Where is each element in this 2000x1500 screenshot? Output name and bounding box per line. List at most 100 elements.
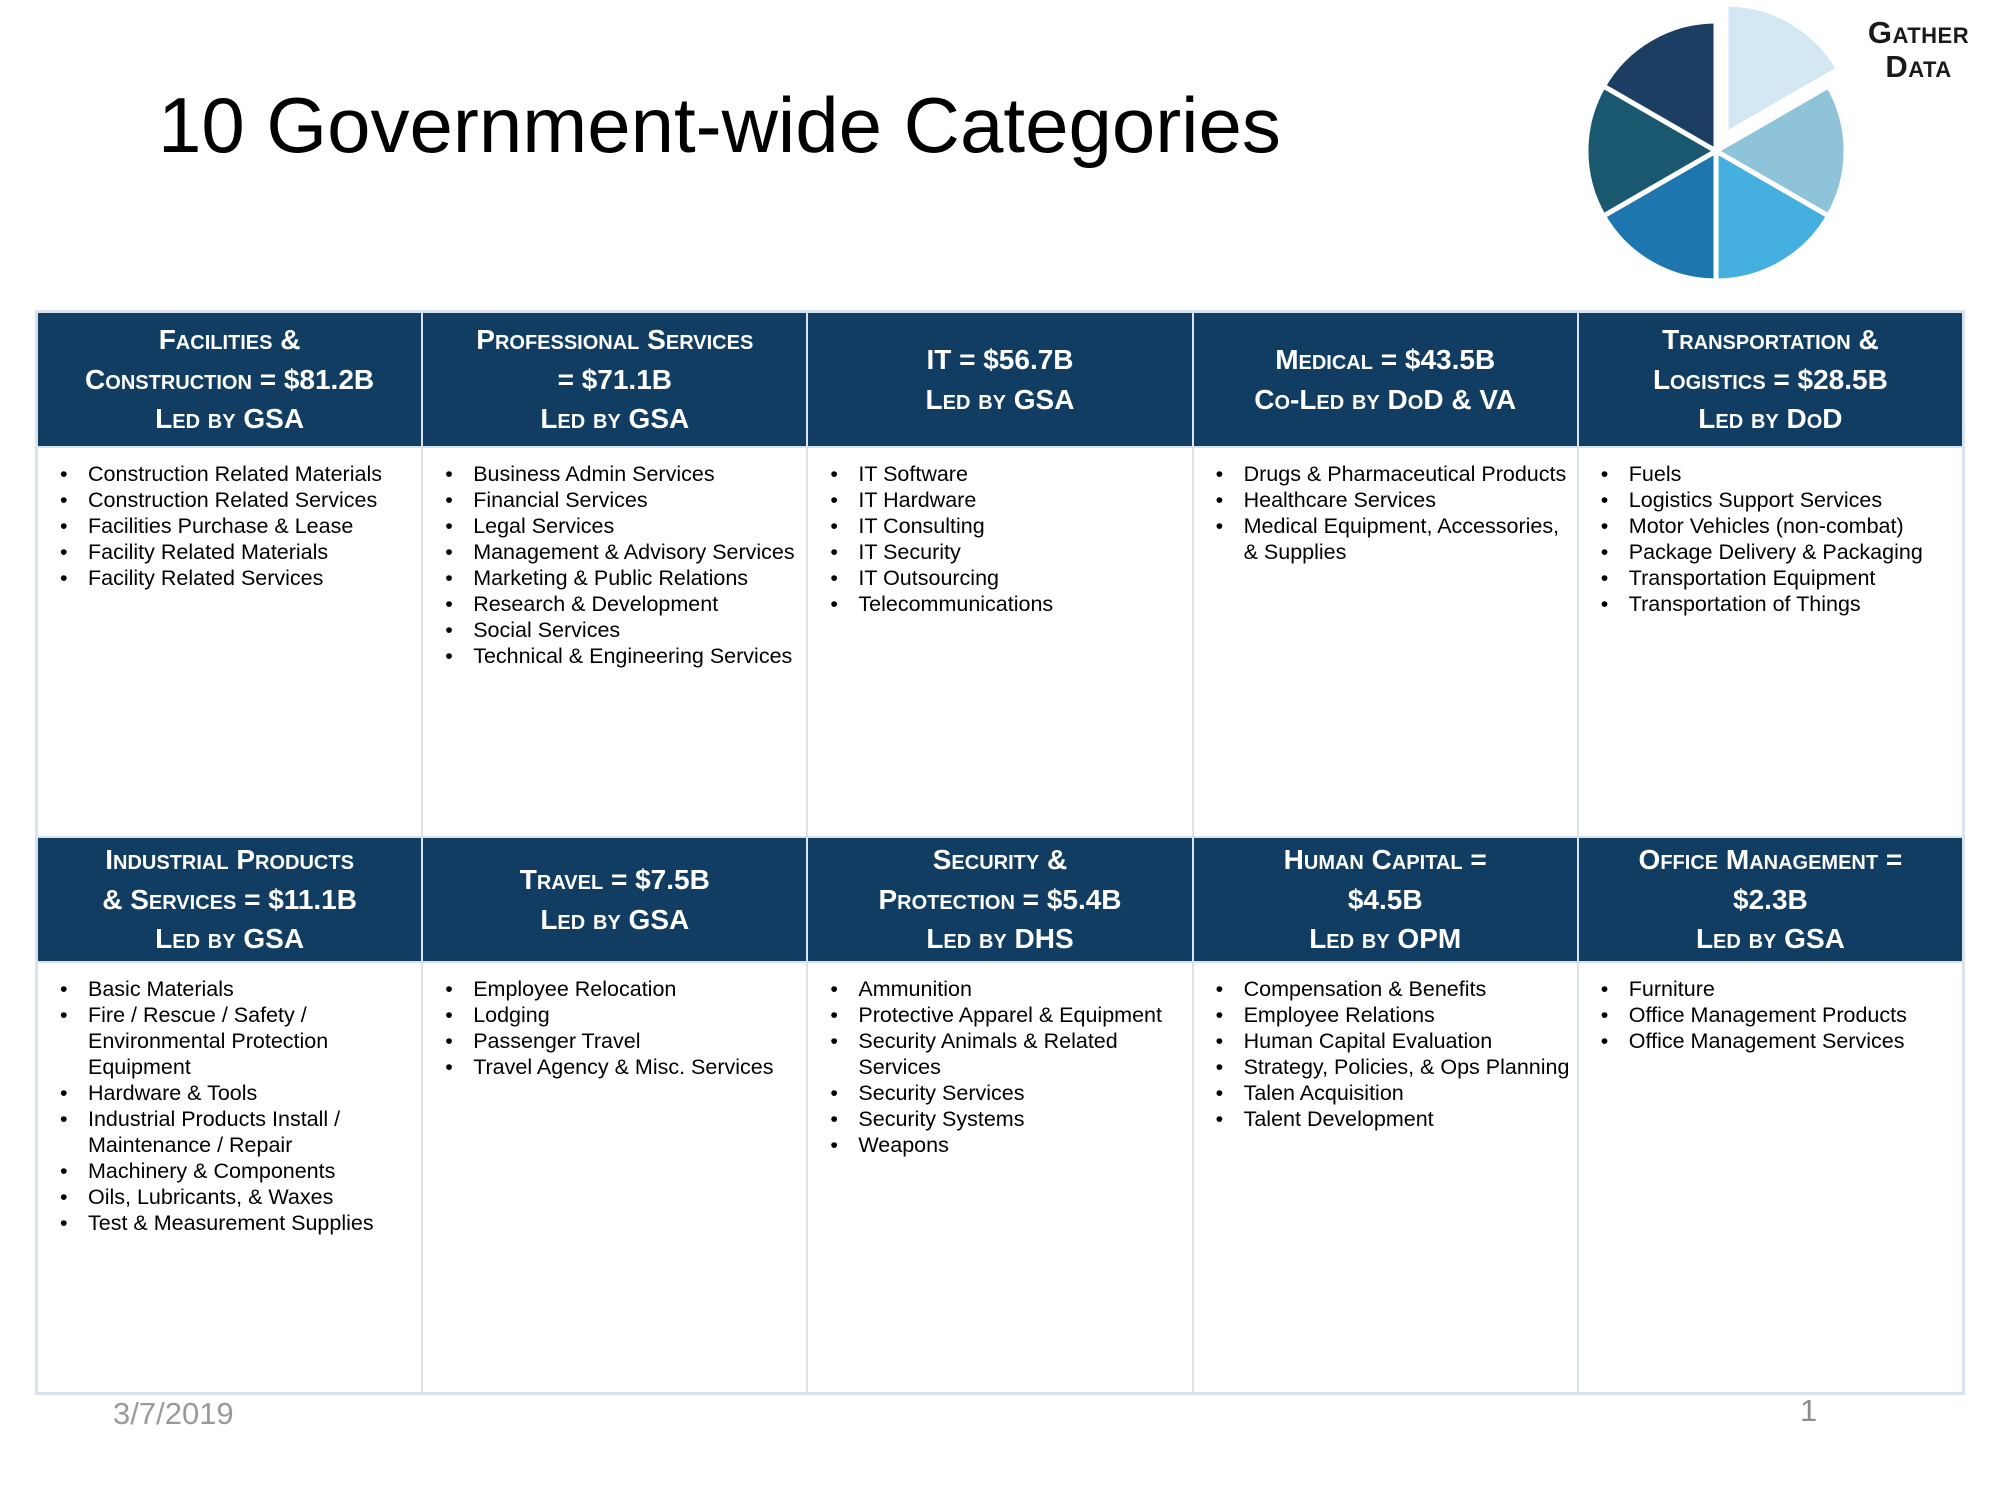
category-header-professional-services: Professional Services = $71.1B Led by GS… [423, 313, 807, 446]
list-item: Security Services [816, 1080, 1185, 1106]
category-lead-agency: Led by OPM [1309, 923, 1462, 955]
pie-slice-right [1710, 82, 1849, 220]
category-item-list: AmmunitionProtective Apparel & Equipment… [816, 976, 1185, 1158]
list-item: Drugs & Pharmaceutical Products [1202, 461, 1571, 487]
category-lead-agency: Led by GSA [155, 923, 305, 955]
list-item: Medical Equipment, Accessories, & Suppli… [1202, 513, 1571, 565]
list-item: Compensation & Benefits [1202, 976, 1571, 1002]
category-item-list: Business Admin ServicesFinancial Service… [431, 461, 800, 669]
category-body-it: IT SoftwareIT HardwareIT ConsultingIT Se… [808, 448, 1192, 836]
list-item: Facility Related Materials [46, 539, 415, 565]
pie-slice-exploded [1723, 3, 1843, 139]
pie-chart-graphic [1583, 3, 1849, 284]
list-item: Fuels [1587, 461, 1956, 487]
category-lead-agency: Led by DoD [1698, 403, 1843, 435]
category-lead-agency: Led by GSA [540, 403, 690, 435]
list-item: Ammunition [816, 976, 1185, 1002]
category-body-transportation-logistics: FuelsLogistics Support ServicesMotor Veh… [1578, 448, 1962, 836]
list-item: Transportation Equipment [1587, 565, 1956, 591]
category-body-security-protection: AmmunitionProtective Apparel & Equipment… [808, 963, 1192, 1392]
list-item: Motor Vehicles (non-combat) [1587, 513, 1956, 539]
list-item: Passenger Travel [431, 1028, 800, 1054]
list-item: IT Software [816, 461, 1185, 487]
list-item: Technical & Engineering Services [431, 643, 800, 669]
list-item: Strategy, Policies, & Ops Planning [1202, 1054, 1571, 1080]
category-header-travel: Travel = $7.5B Led by GSA [423, 838, 807, 961]
category-header-human-capital: Human Capital = $4.5B Led by OPM [1193, 838, 1577, 961]
pie-slice-bottom-left [1599, 146, 1719, 284]
category-item-list: Drugs & Pharmaceutical ProductsHealthcar… [1202, 461, 1571, 565]
category-item-list: Construction Related MaterialsConstructi… [46, 461, 415, 591]
category-title: Industrial Products & Services = $11.1B [102, 843, 357, 915]
list-item: Lodging [431, 1002, 800, 1028]
page-title: 10 Government-wide Categories [158, 81, 1281, 169]
list-item: IT Consulting [816, 513, 1185, 539]
pie-slices [1583, 3, 1849, 284]
category-title: Facilities & Construction = $81.2B [85, 323, 375, 395]
category-title: Transportation & Logistics = $28.5B [1652, 323, 1888, 395]
categories-table: Facilities & Construction = $81.2B Led b… [35, 310, 1965, 1395]
category-lead-agency: Led by GSA [155, 403, 305, 435]
list-item: Test & Measurement Supplies [46, 1210, 415, 1236]
list-item: Package Delivery & Packaging [1587, 539, 1956, 565]
list-item: Human Capital Evaluation [1202, 1028, 1571, 1054]
list-item: Protective Apparel & Equipment [816, 1002, 1185, 1028]
list-item: Travel Agency & Misc. Services [431, 1054, 800, 1080]
category-body-industrial-products-services: Basic MaterialsFire / Rescue / Safety / … [38, 963, 422, 1392]
list-item: IT Outsourcing [816, 565, 1185, 591]
footer-date: 3/7/2019 [113, 1396, 234, 1431]
gather-data-line2: Data [1885, 49, 1952, 84]
list-item: Social Services [431, 617, 800, 643]
category-header-security-protection: Security & Protection = $5.4B Led by DHS [808, 838, 1192, 961]
category-body-facilities-construction: Construction Related MaterialsConstructi… [38, 448, 422, 836]
list-item: Weapons [816, 1132, 1185, 1158]
category-header-it: IT = $56.7B Led by GSA [808, 313, 1192, 446]
category-item-list: Employee RelocationLodgingPassenger Trav… [431, 976, 800, 1080]
gather-data-line1: Gather [1867, 15, 1970, 50]
category-item-list: Basic MaterialsFire / Rescue / Safety / … [46, 976, 415, 1236]
list-item: Fire / Rescue / Safety / Environmental P… [46, 1002, 415, 1080]
category-lead-agency: Led by GSA [925, 383, 1075, 415]
list-item: Facilities Purchase & Lease [46, 513, 415, 539]
pie-slice-left [1583, 82, 1722, 220]
category-item-list: IT SoftwareIT HardwareIT ConsultingIT Se… [816, 461, 1185, 617]
category-lead-agency: Led by GSA [1695, 923, 1845, 955]
list-item: Research & Development [431, 591, 800, 617]
category-title: IT = $56.7B [926, 343, 1074, 375]
list-item: Industrial Products Install / Maintenanc… [46, 1106, 415, 1158]
list-item: Office Management Services [1587, 1028, 1956, 1054]
list-item: Employee Relations [1202, 1002, 1571, 1028]
list-item: Marketing & Public Relations [431, 565, 800, 591]
category-title: Office Management = $2.3B [1638, 843, 1903, 915]
category-item-list: FurnitureOffice Management ProductsOffic… [1587, 976, 1956, 1054]
category-body-professional-services: Business Admin ServicesFinancial Service… [423, 448, 807, 836]
list-item: Construction Related Materials [46, 461, 415, 487]
category-header-facilities-construction: Facilities & Construction = $81.2B Led b… [38, 313, 422, 446]
list-item: Financial Services [431, 487, 800, 513]
list-item: IT Security [816, 539, 1185, 565]
list-item: Office Management Products [1587, 1002, 1956, 1028]
list-item: Machinery & Components [46, 1158, 415, 1184]
list-item: Security Systems [816, 1106, 1185, 1132]
list-item: Construction Related Services [46, 487, 415, 513]
list-item: Telecommunications [816, 591, 1185, 617]
list-item: Oils, Lubricants, & Waxes [46, 1184, 415, 1210]
category-header-transportation-logistics: Transportation & Logistics = $28.5B Led … [1578, 313, 1962, 446]
category-item-list: FuelsLogistics Support ServicesMotor Veh… [1587, 461, 1956, 617]
list-item: Facility Related Services [46, 565, 415, 591]
category-title: Professional Services = $71.1B [476, 323, 754, 395]
list-item: Security Animals & Related Services [816, 1028, 1185, 1080]
pie-slice-bottom-right [1713, 146, 1833, 284]
list-item: Healthcare Services [1202, 487, 1571, 513]
list-item: Furniture [1587, 976, 1956, 1002]
list-item: Management & Advisory Services [431, 539, 800, 565]
category-header-office-management: Office Management = $2.3B Led by GSA [1578, 838, 1962, 961]
list-item: Employee Relocation [431, 976, 800, 1002]
category-body-office-management: FurnitureOffice Management ProductsOffic… [1578, 963, 1962, 1392]
category-item-list: Compensation & BenefitsEmployee Relation… [1202, 976, 1571, 1132]
list-item: Business Admin Services [431, 461, 800, 487]
category-lead-agency: Led by DHS [926, 923, 1074, 955]
list-item: Logistics Support Services [1587, 487, 1956, 513]
pie-slice-top-left [1599, 18, 1719, 156]
